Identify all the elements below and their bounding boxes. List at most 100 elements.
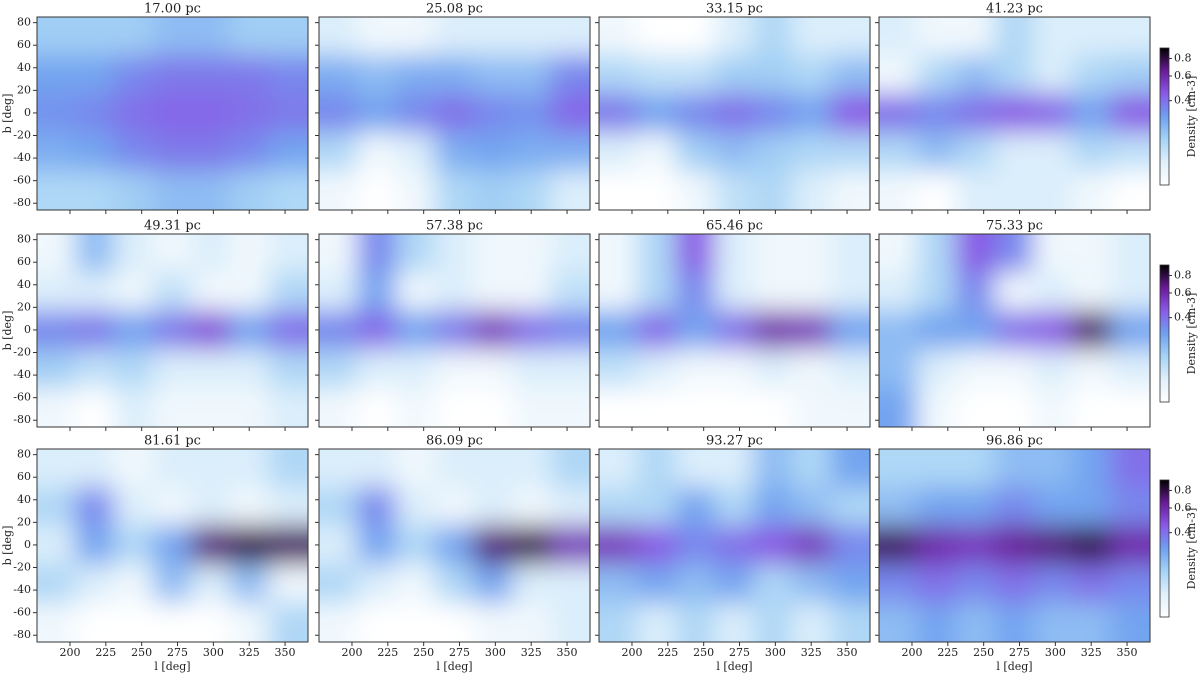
heatmap-cell: [550, 310, 590, 350]
heatmap-cell: [791, 602, 832, 642]
heatmap-cell: [675, 17, 715, 56]
heatmap-cell: [1071, 132, 1112, 171]
panel: [599, 449, 870, 642]
heatmap-cell: [113, 349, 153, 388]
heatmap-cell: [791, 132, 832, 171]
heatmap-cell: [636, 272, 677, 312]
heatmap-cell: [511, 602, 552, 642]
heatmap-cell: [319, 132, 358, 171]
y-tick-label: -20: [13, 561, 31, 574]
heatmap-cell: [916, 349, 957, 388]
heatmap-cell: [916, 564, 957, 603]
heatmap-cell: [753, 564, 793, 603]
heatmap-cell: [356, 564, 397, 603]
heatmap-cell: [434, 487, 474, 527]
heatmap-cell: [1110, 487, 1150, 527]
heatmap-cell: [74, 93, 115, 133]
y-tick-label: 40: [17, 278, 31, 291]
y-tick-label: 20: [17, 83, 31, 96]
heatmap-cell: [675, 272, 715, 312]
heatmap-cell: [191, 525, 231, 565]
heatmap-cell: [791, 387, 832, 427]
heatmap-cell: [395, 449, 435, 488]
heatmap-cell: [268, 55, 308, 95]
heatmap-cell: [1110, 93, 1150, 133]
heatmap-cell: [356, 525, 397, 565]
heatmap-cell: [152, 564, 192, 603]
heatmap-cell: [599, 234, 638, 273]
x-axis-label: l [deg]: [436, 660, 472, 673]
heatmap-cell: [830, 564, 870, 603]
heatmap-cell: [791, 93, 832, 133]
colorbar-tick-label: 0.6: [1174, 69, 1192, 82]
heatmap-cell: [356, 349, 397, 388]
heatmap-cell: [191, 170, 231, 210]
heatmap-cell: [74, 564, 115, 603]
panel-frame: [36, 448, 309, 643]
heatmap-cell: [473, 564, 513, 603]
heatmap-cell: [268, 349, 308, 388]
heatmap-cell: [152, 349, 192, 388]
x-tick-label: 350: [837, 646, 858, 659]
heatmap-cell: [191, 564, 231, 603]
heatmap-cell: [753, 272, 793, 312]
heatmap-cell: [675, 602, 715, 642]
heatmap-cell: [511, 449, 552, 488]
heatmap-cell: [37, 449, 76, 488]
heatmap-cell: [473, 55, 513, 95]
y-tick-label: -40: [13, 368, 31, 381]
y-tick-label: 80: [17, 448, 31, 461]
heatmap-cell: [599, 602, 638, 642]
x-tick-label: 200: [901, 646, 922, 659]
heatmap-cell: [636, 17, 677, 56]
heatmap-cell: [152, 234, 192, 273]
heatmap-cell: [113, 564, 153, 603]
x-tick-label: 250: [973, 646, 994, 659]
heatmap-cell: [1033, 349, 1073, 388]
colorbar-tick-label: 0.6: [1174, 286, 1192, 299]
heatmap-cell: [550, 349, 590, 388]
heatmap-cell: [191, 387, 231, 427]
panel-title: 49.31 pc: [144, 219, 201, 234]
colorbar-tick-label: 0.8: [1174, 51, 1192, 64]
panel-title: 57.38 pc: [426, 219, 483, 234]
heatmap-cell: [1071, 602, 1112, 642]
heatmap-cell: [916, 272, 957, 312]
heatmap-cell: [395, 132, 435, 171]
y-tick-label: 40: [17, 493, 31, 506]
heatmap-cell: [37, 349, 76, 388]
heatmap-cell: [1071, 525, 1112, 565]
panel: [879, 234, 1150, 427]
heatmap-cell: [791, 564, 832, 603]
heatmap-cell: [268, 602, 308, 642]
heatmap-cell: [319, 449, 358, 488]
heatmap-cell: [714, 93, 754, 133]
x-axis-label: l [deg]: [154, 660, 190, 673]
y-tick-label: 80: [17, 16, 31, 29]
heatmap: [879, 449, 1150, 642]
heatmap-cell: [1033, 272, 1073, 312]
heatmap-cell: [74, 234, 115, 273]
panel-title: 17.00 pc: [144, 2, 201, 17]
heatmap-cell: [1071, 449, 1112, 488]
heatmap-cell: [879, 272, 918, 312]
panel-frame: [318, 448, 591, 643]
heatmap-cell: [1033, 387, 1073, 427]
y-tick-label: 80: [17, 233, 31, 246]
heatmap-cell: [37, 564, 76, 603]
heatmap-cell: [830, 17, 870, 56]
heatmap-cell: [599, 349, 638, 388]
x-tick-label: 325: [239, 646, 260, 659]
colorbar-tick-label: 0.6: [1174, 501, 1192, 514]
panel: [319, 17, 590, 210]
heatmap-cell: [955, 387, 995, 427]
heatmap-cell: [229, 349, 270, 388]
heatmap-cell: [152, 17, 192, 56]
heatmap-cell: [356, 272, 397, 312]
heatmap-cell: [356, 310, 397, 350]
heatmap-cell: [395, 55, 435, 95]
heatmap-cell: [879, 349, 918, 388]
heatmap-cell: [830, 55, 870, 95]
panel-frame: [318, 16, 591, 211]
heatmap-cell: [74, 17, 115, 56]
